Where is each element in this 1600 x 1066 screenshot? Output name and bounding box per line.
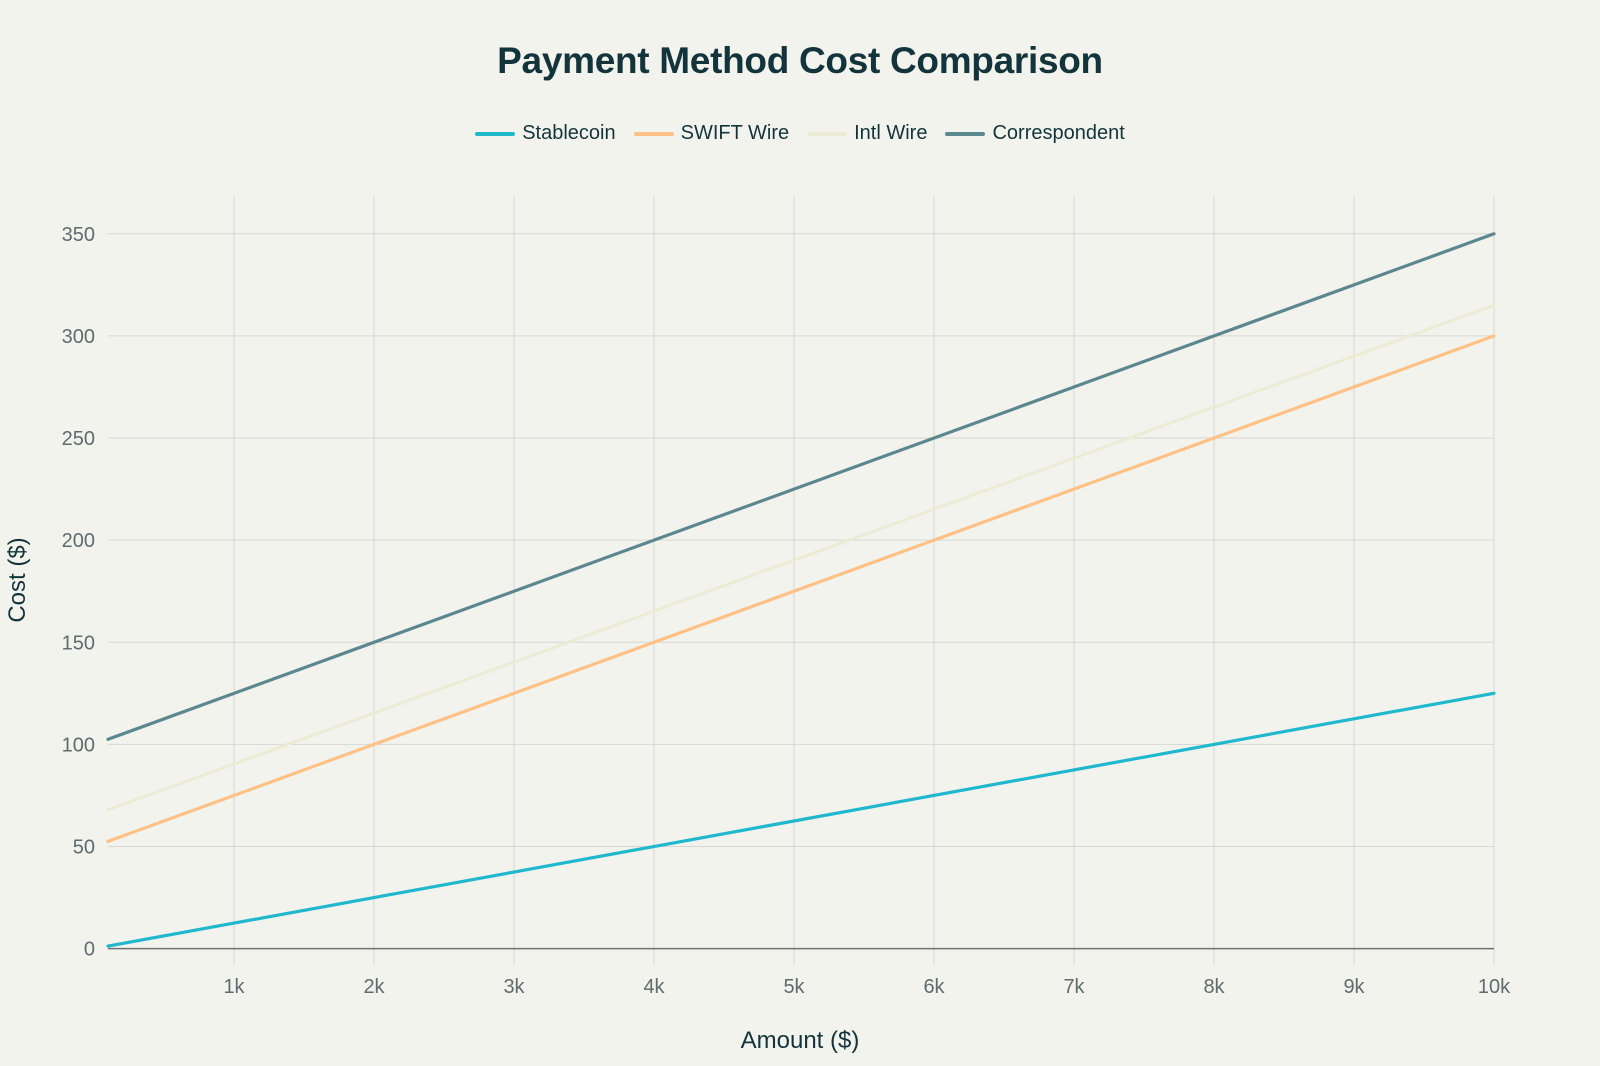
legend-item-swift-wire[interactable]: SWIFT Wire	[633, 122, 790, 145]
x-tick-label-2k: 2k	[363, 976, 385, 998]
legend: Stablecoin SWIFT Wire Intl Wire Correspo…	[0, 122, 1600, 145]
y-tick-label-150: 150	[62, 632, 95, 654]
y-tick-label-250: 250	[62, 428, 95, 450]
x-tick-label-6k: 6k	[923, 976, 945, 998]
legend-item-stablecoin[interactable]: Stablecoin	[475, 122, 616, 145]
legend-swatch-intl-wire	[807, 131, 848, 136]
chart-title: Payment Method Cost Comparison	[497, 40, 1103, 81]
y-tick-label-100: 100	[62, 734, 95, 756]
y-tick-label-0: 0	[84, 939, 95, 961]
x-axis-ticks: 1k 2k 3k 4k 5k 6k 7k 8k 9k 10k	[223, 976, 1511, 998]
x-axis-title: Amount ($)	[741, 1027, 860, 1054]
x-tick-label-7k: 7k	[1063, 976, 1085, 998]
y-tick-label-300: 300	[62, 326, 95, 348]
legend-label-correspondent: Correspondent	[992, 122, 1125, 144]
y-axis-title: Cost ($)	[4, 537, 31, 622]
legend-swatch-correspondent	[945, 131, 986, 136]
legend-item-intl-wire[interactable]: Intl Wire	[807, 122, 927, 145]
x-tick-label-8k: 8k	[1203, 976, 1225, 998]
series-line-correspondent	[106, 232, 1496, 741]
series-line-swift-wire	[106, 334, 1496, 844]
x-tick-label-1k: 1k	[223, 976, 245, 998]
grid	[108, 197, 1495, 965]
x-tick-label-5k: 5k	[783, 976, 805, 998]
legend-label-intl-wire: Intl Wire	[854, 122, 928, 144]
series-line-intl-wire	[106, 303, 1496, 812]
legend-swatch-stablecoin	[475, 131, 516, 136]
legend-label-stablecoin: Stablecoin	[522, 122, 616, 144]
y-tick-label-50: 50	[73, 837, 95, 859]
legend-label-swift-wire: SWIFT Wire	[680, 122, 790, 144]
series-lines	[106, 232, 1496, 948]
legend-item-correspondent[interactable]: Correspondent	[945, 122, 1125, 145]
x-tick-label-4k: 4k	[643, 976, 665, 998]
y-tick-label-200: 200	[62, 530, 95, 552]
x-tick-label-9k: 9k	[1343, 976, 1365, 998]
series-line-stablecoin	[106, 691, 1496, 948]
legend-swatch-swift-wire	[633, 131, 674, 136]
y-tick-label-350: 350	[62, 224, 95, 246]
x-tick-label-3k: 3k	[503, 976, 525, 998]
y-axis-ticks: 0 50 100 150 200 250 300 350	[62, 224, 95, 961]
x-tick-label-10k: 10k	[1478, 976, 1511, 998]
